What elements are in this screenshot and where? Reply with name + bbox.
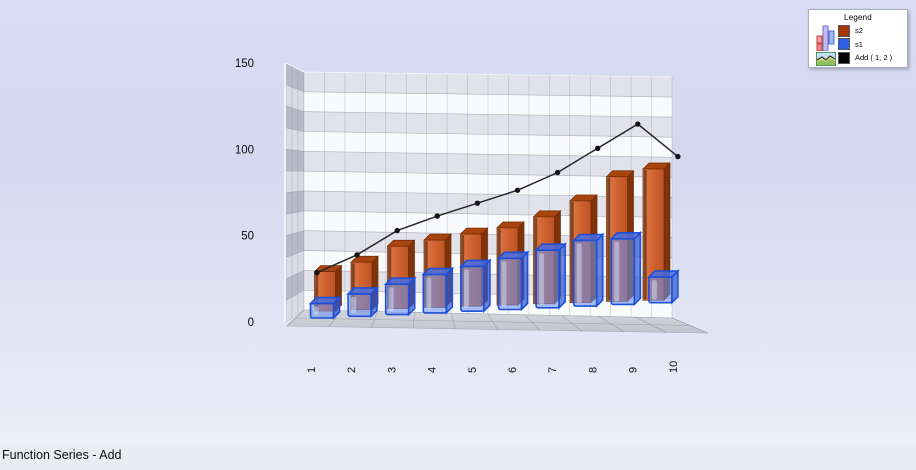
line-point-4[interactable] — [434, 213, 440, 219]
line-point-2[interactable] — [354, 252, 360, 258]
line-point-6[interactable] — [514, 187, 521, 193]
line-series-add — [314, 121, 681, 276]
bar-s1-1[interactable] — [308, 295, 342, 320]
y-tick-label: 100 — [235, 144, 254, 156]
bar-s1-8[interactable] — [571, 232, 605, 309]
y-tick-label: 150 — [235, 58, 254, 70]
line-point-7[interactable] — [554, 169, 561, 176]
bar-s1-3[interactable] — [383, 276, 417, 317]
legend-swatch-add — [838, 51, 850, 64]
y-axis-labels: 0 50 100 150 — [235, 58, 254, 329]
legend-swatch-s2 — [838, 24, 850, 37]
legend-item-add[interactable]: Add ( 1, 2 ) — [838, 51, 905, 64]
legend-box[interactable]: Legend s2 — [808, 9, 908, 68]
x-tick-label: 1 — [306, 367, 318, 373]
line-point-8[interactable] — [595, 145, 601, 151]
bar-s1-7[interactable] — [534, 242, 568, 310]
x-tick-label: 3 — [386, 367, 398, 373]
area-chart-icon — [816, 52, 836, 66]
legend-icons — [814, 23, 838, 66]
bar-s1-6[interactable] — [496, 250, 530, 312]
y-tick-label: 0 — [248, 317, 254, 329]
bar-series-s1 — [308, 230, 680, 320]
x-tick-label: 8 — [587, 367, 599, 373]
x-tick-label: 2 — [346, 367, 358, 373]
x-tick-label: 7 — [547, 367, 559, 373]
chart-left-wall — [284, 62, 305, 323]
bar-s1-9[interactable] — [609, 230, 643, 307]
bar-s1-10[interactable] — [646, 269, 680, 305]
bar-s2-10[interactable] — [642, 162, 671, 302]
line-point-1[interactable] — [314, 269, 320, 276]
x-axis-labels: 1 2 3 4 5 6 7 8 9 10 — [306, 361, 680, 373]
legend-item-s2[interactable]: s2 — [838, 24, 905, 37]
chart-floor — [286, 309, 709, 334]
legend-title: Legend — [844, 13, 872, 22]
legend-item-s1[interactable]: s1 — [838, 38, 905, 51]
line-point-10[interactable] — [675, 153, 681, 160]
x-tick-label: 10 — [668, 361, 680, 373]
line-point-3[interactable] — [394, 227, 400, 234]
chart-title: Function Series - Add — [2, 448, 122, 462]
legend-item-label: Add ( 1, 2 ) — [855, 53, 893, 62]
line-point-5[interactable] — [474, 200, 481, 206]
status-bar: Function Series - Add — [0, 445, 916, 470]
legend-item-label: s1 — [855, 39, 863, 49]
bar-s1-5[interactable] — [458, 258, 492, 314]
legend-item-label: s2 — [855, 26, 863, 35]
x-tick-label: 9 — [628, 367, 640, 373]
bar-chart-icon — [816, 25, 835, 52]
y-tick-label: 50 — [241, 231, 254, 243]
legend-swatch-s1 — [838, 38, 850, 50]
bar-s1-4[interactable] — [421, 266, 455, 315]
x-tick-label: 4 — [427, 367, 439, 373]
line-point-9[interactable] — [635, 121, 641, 127]
x-tick-label: 6 — [507, 367, 519, 373]
bar-s1-2[interactable] — [346, 285, 380, 319]
x-tick-label: 5 — [467, 367, 479, 373]
